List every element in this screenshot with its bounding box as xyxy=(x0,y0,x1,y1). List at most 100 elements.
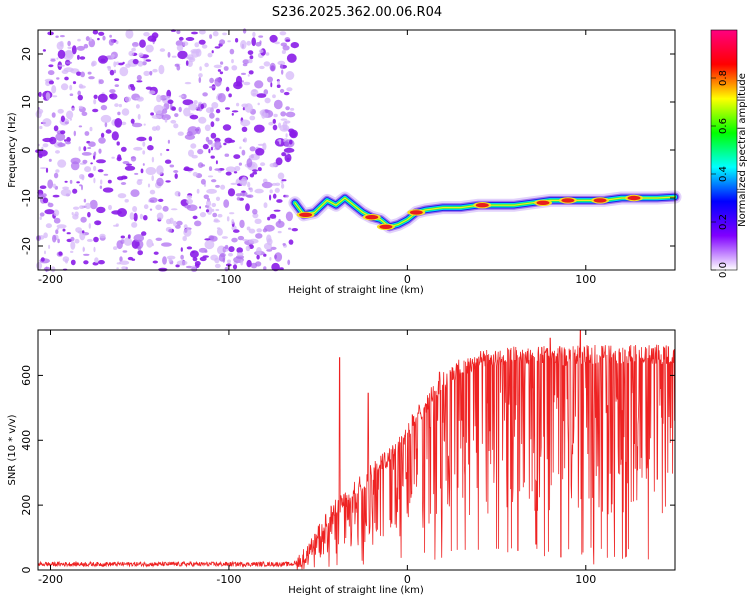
noise-blob xyxy=(178,36,184,41)
noise-blob xyxy=(211,102,219,109)
noise-blob xyxy=(242,239,249,242)
noise-blob xyxy=(254,188,264,194)
noise-blob xyxy=(126,163,132,166)
noise-blob xyxy=(275,157,283,166)
noise-blob xyxy=(56,77,60,80)
noise-blob xyxy=(56,224,67,229)
noise-blob xyxy=(135,97,142,100)
noise-blob xyxy=(155,237,163,241)
noise-blob xyxy=(204,62,209,68)
noise-blob xyxy=(39,167,47,170)
noise-blob xyxy=(276,199,283,203)
noise-blob xyxy=(198,116,207,124)
noise-blob xyxy=(284,194,289,198)
noise-blob xyxy=(93,165,97,172)
noise-blob xyxy=(88,76,95,80)
noise-blob xyxy=(161,114,171,121)
noise-blob xyxy=(269,194,272,201)
noise-blob xyxy=(225,86,230,92)
noise-blob xyxy=(139,213,143,220)
noise-blob xyxy=(113,224,118,227)
noise-blob xyxy=(236,247,243,254)
noise-blob xyxy=(51,112,56,118)
noise-blob xyxy=(71,212,74,216)
noise-blob xyxy=(191,50,200,58)
noise-blob xyxy=(177,50,188,60)
noise-blob xyxy=(233,229,240,233)
noise-blob xyxy=(170,102,173,108)
noise-blob xyxy=(52,183,57,188)
noise-blob xyxy=(274,187,280,193)
noise-blob xyxy=(246,40,251,46)
noise-blob xyxy=(164,159,172,164)
noise-blob xyxy=(197,148,204,155)
noise-blob xyxy=(57,159,67,168)
noise-blob xyxy=(227,188,236,197)
noise-blob xyxy=(42,118,52,127)
noise-blob xyxy=(241,149,246,156)
noise-blob xyxy=(169,164,175,168)
noise-blob xyxy=(83,198,87,203)
noise-blob xyxy=(87,147,92,149)
noise-blob xyxy=(151,126,158,131)
noise-blob xyxy=(85,202,91,210)
noise-blob xyxy=(184,204,191,209)
noise-blob xyxy=(281,50,286,54)
noise-blob xyxy=(130,189,140,198)
noise-blob xyxy=(283,147,295,153)
noise-blob xyxy=(92,29,99,35)
noise-blob xyxy=(260,162,266,167)
noise-blob xyxy=(67,40,71,47)
noise-blob xyxy=(273,113,278,118)
noise-blob xyxy=(80,216,87,223)
noise-blob xyxy=(256,254,260,260)
y-tick-label: 0 xyxy=(20,147,33,154)
noise-blob xyxy=(78,125,83,128)
noise-blob xyxy=(243,137,248,143)
noise-blob xyxy=(263,61,271,67)
noise-blob xyxy=(191,250,195,254)
noise-blob xyxy=(98,137,106,144)
noise-blob xyxy=(182,99,194,106)
noise-blob xyxy=(222,32,228,36)
noise-blob xyxy=(69,93,74,96)
noise-blob xyxy=(93,177,96,184)
noise-blob xyxy=(212,31,219,37)
colorbar-tick-label: 0.0 xyxy=(718,262,729,278)
noise-blob xyxy=(282,243,286,246)
noise-blob xyxy=(191,31,198,35)
noise-blob xyxy=(249,115,256,121)
noise-blob xyxy=(122,161,130,165)
noise-blob xyxy=(192,257,198,262)
noise-blob xyxy=(261,109,266,119)
noise-blob xyxy=(53,217,61,224)
noise-blob xyxy=(224,153,230,157)
noise-blob xyxy=(94,257,99,264)
noise-blob xyxy=(291,228,298,232)
noise-blob xyxy=(150,112,155,116)
noise-blob xyxy=(281,152,286,157)
snr-x-axis-label: Height of straight line (km) xyxy=(288,585,424,596)
noise-blob xyxy=(114,118,123,128)
noise-blob xyxy=(66,110,74,120)
noise-blob xyxy=(47,202,54,208)
noise-blob xyxy=(43,232,48,239)
noise-blob xyxy=(151,175,154,182)
noise-blob xyxy=(158,64,165,75)
noise-blob xyxy=(100,114,112,123)
noise-blob xyxy=(52,95,58,98)
noise-blob xyxy=(213,218,219,222)
colorbar-label: Normalized spectral amplitude xyxy=(737,73,748,227)
noise-blob xyxy=(233,171,238,174)
noise-blob xyxy=(100,179,103,185)
noise-blob xyxy=(64,76,69,81)
noise-blob xyxy=(273,209,281,212)
noise-blob xyxy=(231,65,238,71)
noise-blob xyxy=(229,48,235,55)
noise-blob xyxy=(135,104,140,109)
noise-blob xyxy=(286,87,293,92)
noise-blob xyxy=(186,195,193,199)
noise-blob xyxy=(253,124,265,133)
noise-blob xyxy=(133,212,138,222)
